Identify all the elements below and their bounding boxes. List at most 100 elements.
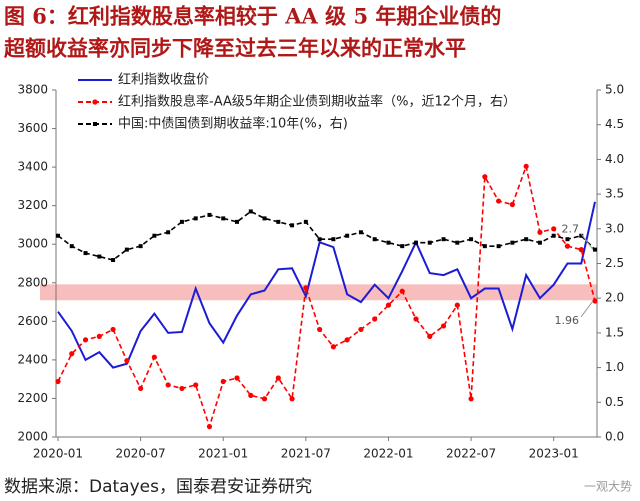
- point: [69, 244, 74, 249]
- point: [124, 247, 129, 252]
- y-tick-label: 2400: [17, 352, 48, 366]
- point: [55, 378, 61, 385]
- point: [124, 358, 130, 364]
- source-note: 数据来源：Datayes，国泰君安证券研究: [4, 477, 312, 497]
- point: [221, 216, 226, 221]
- point: [386, 240, 391, 245]
- series-line: [57, 201, 596, 369]
- point: [235, 219, 239, 224]
- series-line: [57, 210, 596, 261]
- legend-swatch: [92, 99, 98, 105]
- point: [303, 285, 309, 291]
- annotation: 2.7: [562, 223, 580, 236]
- point: [345, 233, 350, 238]
- point: [303, 219, 308, 224]
- point: [220, 378, 226, 385]
- point: [400, 244, 405, 249]
- x-tick-label: 2021-01: [198, 447, 248, 461]
- point: [207, 212, 212, 217]
- annotation-leader: [580, 233, 594, 250]
- point: [496, 244, 501, 249]
- point: [427, 240, 432, 245]
- y-tick-label: 2600: [17, 314, 48, 328]
- point: [509, 201, 515, 208]
- point: [593, 247, 597, 252]
- point: [82, 337, 89, 343]
- point: [537, 229, 543, 235]
- point: [275, 375, 281, 381]
- point: [578, 247, 584, 253]
- x-tick-label: 2023-01: [529, 447, 579, 461]
- point: [454, 302, 460, 308]
- point: [510, 240, 515, 245]
- point: [414, 240, 418, 245]
- legend-label: 红利指数收盘价: [118, 72, 209, 88]
- point: [234, 375, 240, 381]
- x-tick-label: 2020-07: [116, 447, 166, 461]
- point: [330, 344, 336, 350]
- y-tick-label: 3400: [17, 160, 48, 174]
- point: [317, 237, 322, 242]
- point: [579, 233, 584, 238]
- legend-label: 红利指数股息率-AA级5年期企业债到期收益率（%，近12个月，右）: [118, 94, 516, 110]
- point: [372, 316, 378, 322]
- point: [152, 233, 157, 238]
- point: [138, 385, 144, 392]
- y-tick-label: 2200: [17, 391, 48, 405]
- annotation: 1.96: [555, 314, 580, 327]
- point: [482, 174, 488, 180]
- legend-label: 中国:中债国债到期收益率:10年(%，右): [118, 116, 348, 132]
- point: [413, 316, 419, 322]
- point: [344, 337, 350, 343]
- point: [290, 223, 295, 228]
- point: [523, 163, 529, 169]
- y2-tick-label: 4.5: [605, 117, 624, 131]
- annotation-leader: [580, 300, 594, 318]
- point: [83, 251, 88, 256]
- point: [179, 219, 184, 224]
- point: [358, 230, 363, 235]
- point: [551, 226, 557, 232]
- point: [110, 326, 116, 333]
- chart-title: 超额收益率亦同步下降至过去三年以来的正常水平: [4, 36, 466, 61]
- x-tick-label: 2022-01: [363, 447, 413, 461]
- point: [166, 230, 171, 235]
- y-tick-label: 3200: [17, 198, 48, 212]
- y-tick-label: 2800: [17, 275, 48, 289]
- point: [69, 351, 75, 357]
- legend-swatch: [93, 122, 97, 126]
- y2-tick-label: 1.5: [605, 325, 624, 339]
- point: [399, 288, 405, 294]
- point: [358, 326, 364, 333]
- y2-tick-label: 3.5: [605, 187, 624, 201]
- y2-tick-label: 3.0: [605, 221, 624, 235]
- y-tick-label: 3600: [17, 121, 48, 135]
- point: [482, 244, 487, 249]
- point: [179, 385, 185, 392]
- point: [565, 237, 570, 242]
- point: [440, 323, 447, 329]
- point: [564, 243, 571, 249]
- point: [261, 396, 268, 402]
- y-tick-label: 2000: [17, 430, 48, 444]
- point: [551, 233, 556, 238]
- point: [331, 237, 336, 242]
- point: [455, 240, 460, 245]
- point: [524, 237, 529, 242]
- point: [289, 396, 295, 402]
- chart-title: 图 6：红利指数股息率相较于 AA 级 5 年期企业债的: [4, 4, 501, 29]
- point: [193, 216, 198, 221]
- series-line: [57, 163, 596, 430]
- y2-tick-label: 5.0: [605, 83, 624, 97]
- x-tick-label: 2022-07: [446, 447, 496, 461]
- point: [165, 382, 171, 388]
- point: [193, 382, 199, 388]
- watermark: 一观大势: [584, 480, 632, 494]
- highlight-band: [40, 284, 597, 301]
- point: [56, 233, 60, 238]
- point: [96, 333, 102, 339]
- point: [248, 392, 254, 398]
- y-tick-label: 3000: [17, 237, 48, 251]
- point: [592, 298, 598, 304]
- point: [206, 423, 213, 430]
